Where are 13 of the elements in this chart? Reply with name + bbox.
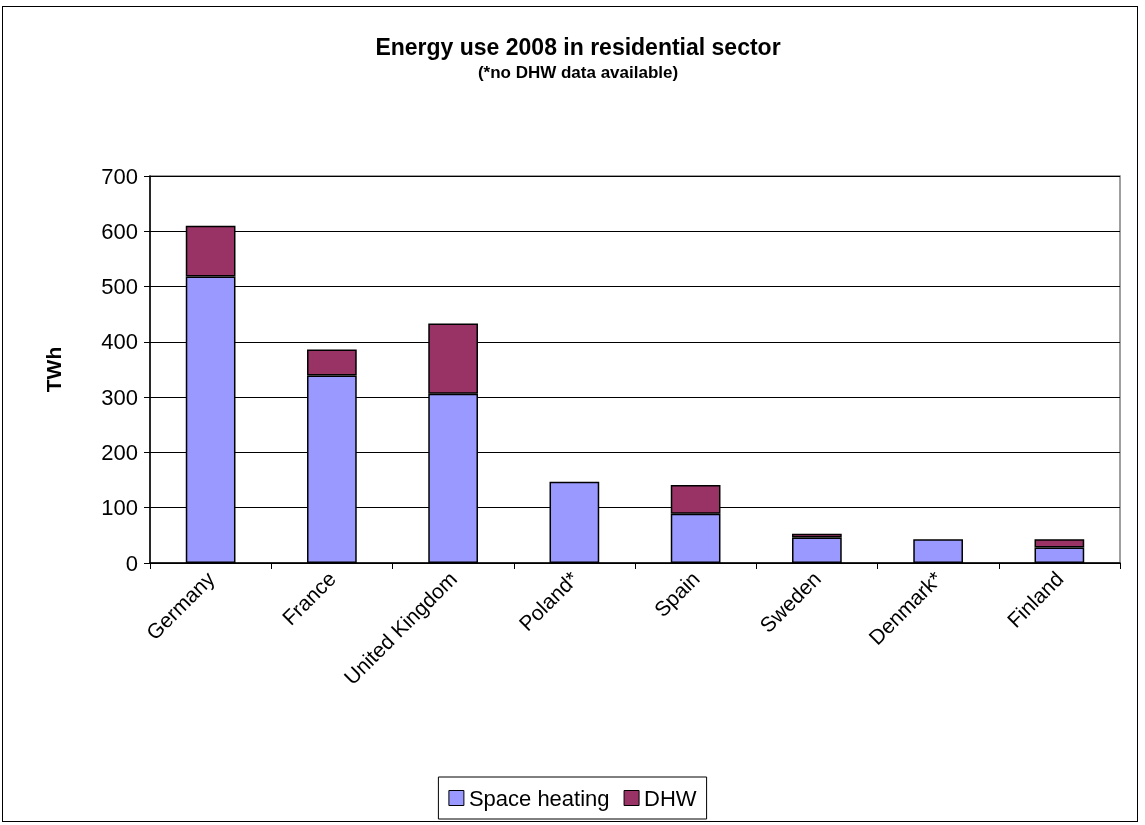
- y-axis-title: TWh: [42, 346, 65, 393]
- y-tick-label: 0: [125, 550, 138, 576]
- y-tick-label: 300: [101, 384, 138, 410]
- chart-subtitle: (*no DHW data available): [477, 63, 679, 82]
- y-tick-label: 200: [101, 439, 138, 465]
- y-tick-label: 500: [101, 274, 138, 300]
- y-tick-label: 400: [101, 329, 138, 355]
- legend-label: Space heating: [468, 785, 610, 811]
- chart-title: Energy use 2008 in residential sector: [375, 33, 781, 60]
- y-tick-label: 700: [101, 163, 138, 189]
- y-tick-label: 100: [101, 495, 138, 521]
- y-tick-label: 600: [101, 218, 138, 244]
- legend-label: DHW: [644, 785, 697, 811]
